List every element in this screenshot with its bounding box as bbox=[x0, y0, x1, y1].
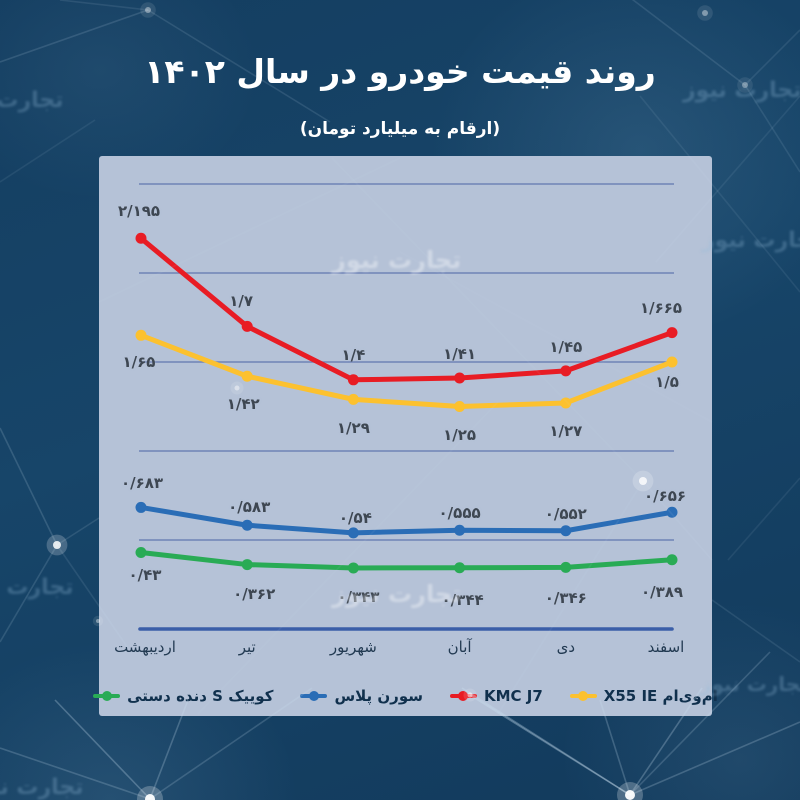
value-label-quick-s: ۰/۴۳ bbox=[128, 566, 162, 585]
data-point-soren-plus bbox=[666, 506, 678, 518]
value-label-x55-ie: ۱/۶۵ bbox=[122, 353, 156, 372]
data-point-kmc-j7 bbox=[347, 374, 359, 386]
data-point-kmc-j7 bbox=[454, 372, 466, 384]
watermark: تجارت نیوز bbox=[0, 88, 64, 113]
chart-title: روند قیمت خودرو در سال ۱۴۰۲ bbox=[144, 52, 656, 91]
data-point-kmc-j7 bbox=[241, 320, 253, 332]
data-point-quick-s bbox=[241, 559, 253, 571]
data-point-quick-s bbox=[347, 562, 359, 574]
data-point-x55-ie bbox=[347, 393, 359, 405]
legend-item-quick-s[interactable]: کوییک S دنده دستی bbox=[93, 687, 273, 705]
legend-marker-icon bbox=[93, 691, 121, 701]
mesh-node bbox=[145, 794, 155, 800]
value-label-quick-s: ۰/۳۴۶ bbox=[544, 589, 587, 608]
value-label-quick-s: ۰/۳۶۲ bbox=[233, 584, 276, 603]
data-point-soren-plus bbox=[347, 527, 359, 539]
data-point-quick-s bbox=[135, 546, 147, 558]
mesh-node bbox=[702, 10, 708, 16]
series-line-x55-ie bbox=[138, 332, 675, 409]
value-label-x55-ie: ۱/۲۷ bbox=[549, 421, 583, 440]
mesh-line bbox=[727, 477, 800, 561]
mesh-node bbox=[53, 541, 61, 549]
legend-label-kmc-j7: KMC J7 bbox=[483, 687, 543, 705]
data-point-x55-ie bbox=[560, 397, 572, 409]
line-chart bbox=[135, 183, 678, 631]
value-label-soren-plus: ۰/۵۵۵ bbox=[438, 504, 481, 523]
x-axis-label: آبان bbox=[447, 638, 472, 656]
legend-label-quick-s: کوییک S دنده دستی bbox=[127, 687, 274, 705]
data-point-soren-plus bbox=[454, 524, 466, 536]
value-label-quick-s: ۰/۳۸۹ bbox=[640, 582, 684, 601]
data-point-kmc-j7 bbox=[666, 327, 678, 339]
value-label-kmc-j7: ۱/۴ bbox=[341, 345, 366, 364]
legend-item-soren-plus[interactable]: سورن پلاس bbox=[300, 687, 423, 705]
mesh-node-halo bbox=[617, 782, 643, 800]
mesh-line bbox=[59, 0, 149, 11]
value-label-soren-plus: ۰/۵۴ bbox=[338, 508, 372, 527]
mesh-node bbox=[145, 7, 151, 13]
x-axis-label: اسفند bbox=[647, 638, 685, 656]
data-point-quick-s bbox=[666, 554, 678, 566]
value-label-x55-ie: ۱/۲۵ bbox=[443, 425, 477, 444]
mesh-node-halo bbox=[140, 2, 156, 18]
mesh-node-halo bbox=[697, 5, 713, 21]
x-axis-label: شهریور bbox=[329, 638, 377, 656]
legend-item-kmc-j7[interactable]: KMC J7 bbox=[449, 687, 543, 705]
legend-marker-icon bbox=[569, 691, 597, 701]
mesh-line bbox=[0, 747, 151, 800]
data-point-quick-s bbox=[454, 562, 466, 574]
legend: ام‌وی‌ام X55 IE KMC J7 سورن پلاس کوییک S دن… bbox=[93, 687, 718, 705]
value-label-soren-plus: ۰/۵۸۳ bbox=[228, 498, 271, 517]
chart-subtitle: (ارقام به میلیارد تومان) bbox=[299, 119, 501, 139]
data-point-x55-ie bbox=[241, 370, 253, 382]
value-label-x55-ie: ۱/۵ bbox=[655, 373, 679, 391]
value-label-soren-plus: ۰/۵۵۲ bbox=[544, 504, 587, 523]
value-label-quick-s: ۰/۳۴۴ bbox=[441, 590, 484, 609]
x-axis-label: دی bbox=[556, 638, 575, 656]
value-label-soren-plus: ۰/۶۸۳ bbox=[120, 474, 164, 493]
mesh-line bbox=[0, 427, 58, 546]
data-point-quick-s bbox=[560, 561, 572, 573]
value-label-kmc-j7: ۱/۴۱ bbox=[443, 345, 477, 364]
mesh-node bbox=[625, 790, 635, 800]
chart-panel: ۲/۱۹۵ ۱/۷ ۱/۴ ۱/۴۱ ۱/۴۵ ۱/۶۶۵ ۱/۶۵ ۱/۴۲ ۱/۲۹ ۱/۲۵… bbox=[93, 156, 718, 716]
mesh-line bbox=[629, 721, 800, 796]
data-point-x55-ie bbox=[454, 401, 466, 412]
data-point-x55-ie bbox=[135, 329, 147, 341]
series-line-soren-plus bbox=[138, 504, 675, 536]
series-line-quick-s bbox=[138, 549, 675, 571]
mesh-line bbox=[56, 517, 100, 546]
data-point-kmc-j7 bbox=[560, 365, 572, 377]
value-label-kmc-j7: ۱/۴۵ bbox=[549, 337, 583, 356]
data-point-soren-plus bbox=[135, 501, 147, 513]
value-label-quick-s: ۰/۳۴۳ bbox=[337, 587, 380, 606]
x-axis-label: اردیبهشت bbox=[114, 638, 176, 656]
data-point-kmc-j7 bbox=[135, 232, 147, 244]
watermark: تجارت نیوز bbox=[0, 575, 74, 600]
mesh-node-halo bbox=[46, 534, 68, 556]
x-axis-label: تیر bbox=[238, 638, 256, 656]
value-label-x55-ie: ۱/۲۹ bbox=[336, 419, 370, 438]
watermark: تجارت نیوز bbox=[702, 228, 800, 253]
mesh-line bbox=[711, 599, 800, 663]
legend-marker-icon bbox=[449, 691, 477, 701]
data-point-x55-ie bbox=[666, 356, 678, 368]
value-label-soren-plus: ۰/۶۵۶ bbox=[643, 487, 687, 506]
legend-marker-icon bbox=[300, 691, 328, 701]
value-label-kmc-j7: ۲/۱۹۵ bbox=[117, 202, 161, 221]
data-point-soren-plus bbox=[241, 519, 253, 531]
legend-label-soren-plus: سورن پلاس bbox=[334, 687, 423, 705]
series-line-kmc-j7 bbox=[138, 235, 675, 383]
legend-item-x55-ie[interactable]: ام‌وی‌ام X55 IE bbox=[569, 687, 718, 705]
value-label-x55-ie: ۱/۴۲ bbox=[226, 395, 260, 414]
value-label-kmc-j7: ۱/۶۶۵ bbox=[639, 298, 683, 317]
mesh-node-halo bbox=[137, 786, 163, 800]
value-label-kmc-j7: ۱/۷ bbox=[229, 292, 254, 311]
mesh-line bbox=[0, 544, 58, 643]
data-point-soren-plus bbox=[560, 525, 572, 537]
watermark: تجارت نیوز bbox=[0, 775, 84, 800]
legend-label-x55-ie: ام‌وی‌ام X55 IE bbox=[603, 687, 718, 705]
